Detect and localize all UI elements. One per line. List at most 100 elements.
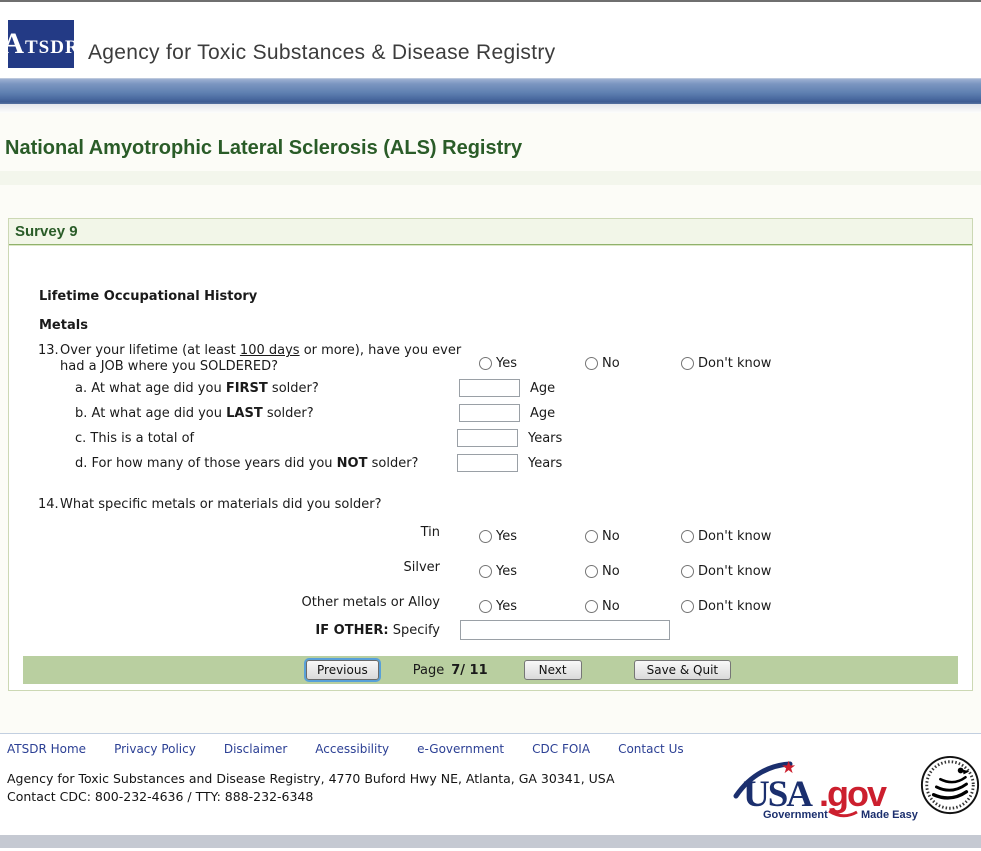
footer-address: Agency for Toxic Substances and Disease … <box>7 771 615 786</box>
q13-underlined-text: 100 days <box>239 343 300 358</box>
survey-title: Survey 9 <box>9 219 972 245</box>
usagov-gov-text: .gov <box>819 773 887 814</box>
q13-yes-radio[interactable] <box>479 357 492 370</box>
q13-line1-pre: Over your lifetime (at least <box>60 343 240 358</box>
footer-link-contact-us[interactable]: Contact Us <box>618 742 684 756</box>
usagov-logo[interactable]: ★ USA .gov Government Made Easy <box>733 758 925 822</box>
q14-other-yes-radio[interactable] <box>479 600 492 613</box>
q14-other-no-radio[interactable] <box>585 600 598 613</box>
q14-other-dontknow-radio[interactable] <box>681 600 694 613</box>
survey-panel: Survey 9 Lifetime Occupational History M… <box>8 218 973 691</box>
q13-no-radio[interactable] <box>585 357 598 370</box>
page-label: Page <box>412 662 445 678</box>
q13b-row: b. At what age did you LAST solder? Age <box>75 404 952 424</box>
usagov-star-icon: ★ <box>781 758 796 778</box>
page-title: National Amyotrophic Lateral Sclerosis (… <box>5 137 523 159</box>
usagov-tagline-right: Made Easy <box>861 809 919 821</box>
q14-tin-yes-option[interactable]: Yes <box>479 529 517 544</box>
q13b-text: b. At what age did you LAST solder? <box>75 406 314 421</box>
agency-name: Agency for Toxic Substances & Disease Re… <box>88 41 556 64</box>
q13-number: 13. <box>38 343 59 358</box>
q13d-years-input[interactable] <box>457 454 518 472</box>
q13a-unit-label: Age <box>530 380 556 396</box>
footer-link-disclaimer[interactable]: Disclaimer <box>223 742 288 756</box>
option-label: Yes <box>496 564 517 579</box>
save-quit-button[interactable]: Save & Quit <box>633 660 732 680</box>
option-label: Don't know <box>698 356 772 371</box>
q14-other-dontknow-option[interactable]: Don't know <box>681 599 771 614</box>
top-border <box>0 0 981 2</box>
q14-silver-no-option[interactable]: No <box>585 564 620 579</box>
subsection-heading: Metals <box>39 318 88 333</box>
q13-text: Over your lifetime (at least 100 days or… <box>60 343 468 375</box>
q14-silver-yes-option[interactable]: Yes <box>479 564 517 579</box>
if-other-label: IF OTHER: Specify <box>315 623 440 638</box>
page-value: 7/ 11 <box>451 662 488 678</box>
q13-yes-option[interactable]: Yes <box>479 356 517 371</box>
q14-tin-no-option[interactable]: No <box>585 529 620 544</box>
q14-row-label-other: Other metals or Alloy <box>301 595 440 610</box>
q13-dontknow-option[interactable]: Don't know <box>681 356 771 371</box>
usagov-usa-text: USA <box>743 774 813 815</box>
q13c-unit-label: Years <box>528 430 563 446</box>
footer-link-atsdr-home[interactable]: ATSDR Home <box>7 742 87 756</box>
atsdr-logo: ATSDR <box>2 20 79 68</box>
section-heading: Lifetime Occupational History <box>39 289 258 304</box>
q13c-years-input[interactable] <box>457 429 518 447</box>
if-other-specify-input[interactable] <box>460 620 670 640</box>
q14-silver-dontknow-radio[interactable] <box>681 565 694 578</box>
q13-line2: had a JOB where you SOLDERED? <box>60 359 278 374</box>
q13d-unit-label: Years <box>528 455 563 471</box>
q13-no-option[interactable]: No <box>585 356 620 371</box>
q14-other-no-option[interactable]: No <box>585 599 620 614</box>
footer-contact: Contact CDC: 800-232-4636 / TTY: 888-232… <box>7 789 314 804</box>
footer-link-cdc-foia[interactable]: CDC FOIA <box>532 742 591 756</box>
q13a-text: a. At what age did you FIRST solder? <box>75 381 319 396</box>
hhs-seal[interactable] <box>919 752 981 818</box>
q14-silver-no-radio[interactable] <box>585 565 598 578</box>
q13c-row: c. This is a total of Years <box>75 429 952 449</box>
option-label: Don't know <box>698 599 772 614</box>
footer-link-egovernment[interactable]: e-Government <box>417 742 505 756</box>
q13d-text: d. For how many of those years did you N… <box>75 456 419 471</box>
bottom-bar <box>0 835 981 848</box>
q14-number: 14. <box>38 497 59 512</box>
q13b-unit-label: Age <box>530 405 556 421</box>
option-label: No <box>602 564 620 579</box>
usagov-logo-graphic: ★ USA .gov Government Made Easy <box>733 758 919 821</box>
footer-link-privacy-policy[interactable]: Privacy Policy <box>114 742 196 756</box>
option-label: Yes <box>496 356 517 371</box>
decorative-band <box>0 171 981 185</box>
q14-row-label-tin: Tin <box>420 525 440 540</box>
option-label: No <box>602 529 620 544</box>
option-label: Don't know <box>698 564 772 579</box>
q14-other-yes-option[interactable]: Yes <box>479 599 517 614</box>
footer-link-accessibility[interactable]: Accessibility <box>315 742 390 756</box>
option-label: Don't know <box>698 529 772 544</box>
q14-tin-no-radio[interactable] <box>585 530 598 543</box>
survey-nav-bar: Previous Page 7/ 11 Next Save & Quit <box>23 656 958 684</box>
q14-tin-yes-radio[interactable] <box>479 530 492 543</box>
q14-text: What specific metals or materials did yo… <box>60 497 382 512</box>
hhs-seal-graphic <box>920 755 980 815</box>
next-button[interactable]: Next <box>523 660 582 680</box>
q13-dontknow-radio[interactable] <box>681 357 694 370</box>
option-label: Yes <box>496 599 517 614</box>
q14-tin-dontknow-option[interactable]: Don't know <box>681 529 771 544</box>
previous-button[interactable]: Previous <box>306 660 379 680</box>
footer-links: ATSDR Home Privacy Policy Disclaimer Acc… <box>0 733 981 756</box>
q14-silver-dontknow-option[interactable]: Don't know <box>681 564 771 579</box>
q14-silver-yes-radio[interactable] <box>479 565 492 578</box>
option-label: No <box>602 356 620 371</box>
q14-tin-dontknow-radio[interactable] <box>681 530 694 543</box>
q13a-age-input[interactable] <box>459 379 520 397</box>
q13-line1-post: or more), have you ever <box>299 343 462 358</box>
option-label: Yes <box>496 529 517 544</box>
q14-row-label-silver: Silver <box>403 560 440 575</box>
header-bar-shadow <box>0 104 981 113</box>
option-label: No <box>602 599 620 614</box>
header-blue-bar <box>0 78 981 104</box>
q13b-age-input[interactable] <box>459 404 520 422</box>
q13a-row: a. At what age did you FIRST solder? Age <box>75 379 952 399</box>
